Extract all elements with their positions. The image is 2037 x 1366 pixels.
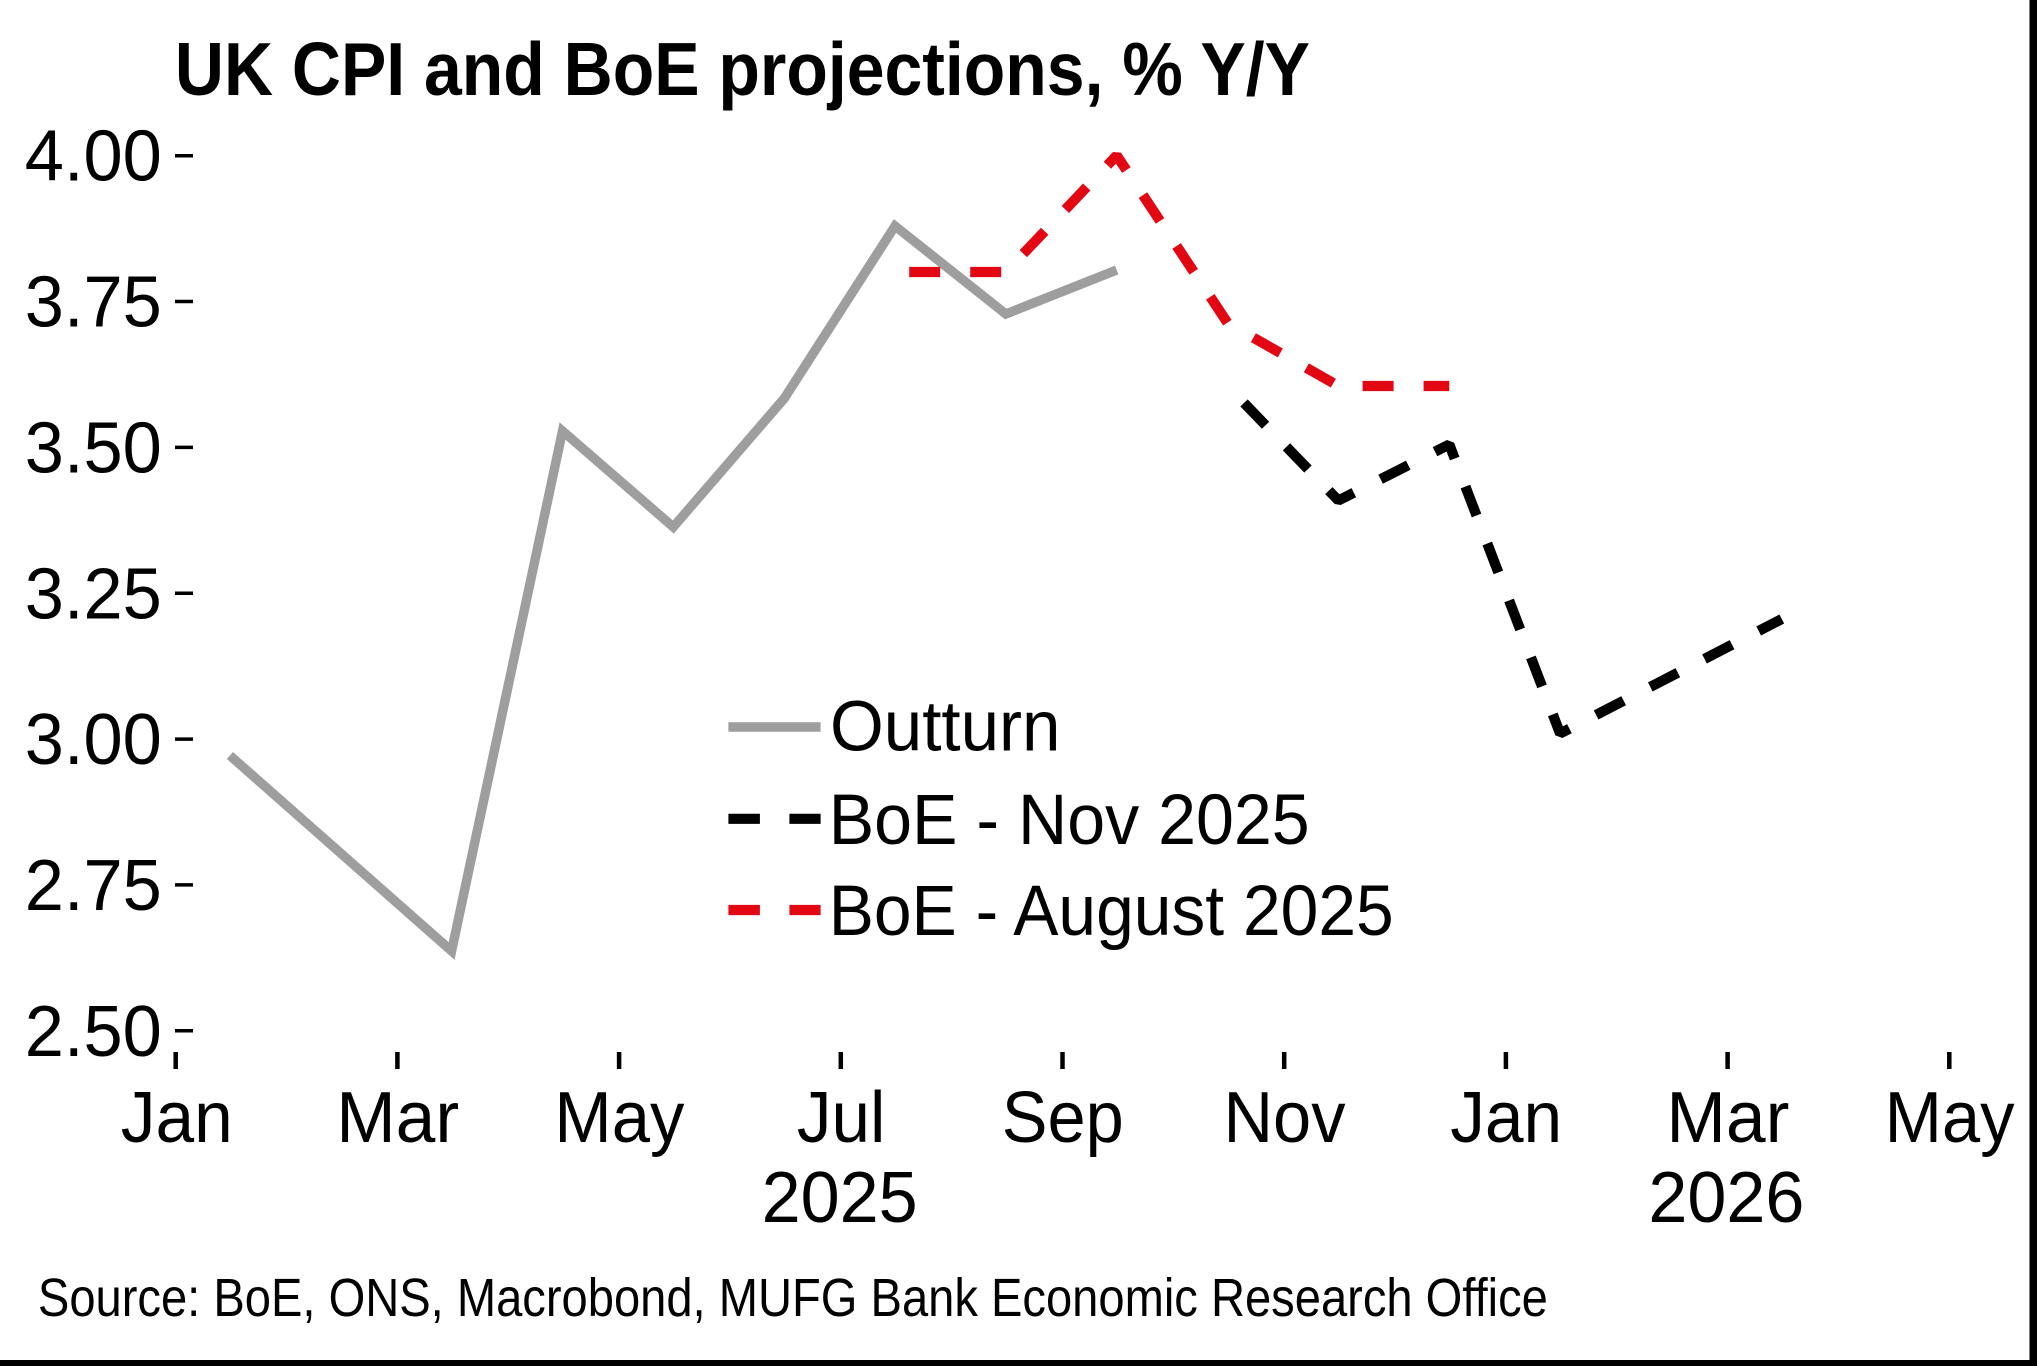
svg-text:Source: BoE, ONS, Macrobond, M: Source: BoE, ONS, Macrobond, MUFG Bank E…	[38, 1268, 1548, 1328]
svg-text:3.50: 3.50	[25, 407, 162, 488]
svg-text:May: May	[1885, 1078, 2015, 1158]
svg-text:2025: 2025	[762, 1158, 918, 1238]
svg-text:2.50: 2.50	[25, 991, 162, 1072]
svg-text:Mar: Mar	[1666, 1078, 1789, 1158]
svg-text:Mar: Mar	[336, 1078, 459, 1158]
svg-text:2026: 2026	[1648, 1158, 1804, 1238]
svg-text:May: May	[554, 1078, 684, 1158]
svg-text:4.00: 4.00	[25, 116, 162, 197]
svg-text:UK CPI and BoE projections, %: UK CPI and BoE projections, % Y/Y	[175, 27, 1310, 111]
svg-text:Sep: Sep	[1002, 1078, 1124, 1158]
svg-text:BoE - August 2025: BoE - August 2025	[829, 872, 1394, 951]
svg-text:Jan: Jan	[121, 1078, 233, 1158]
svg-text:Nov: Nov	[1224, 1078, 1346, 1158]
svg-text:BoE - Nov 2025: BoE - Nov 2025	[829, 781, 1310, 860]
svg-text:Jan: Jan	[1450, 1078, 1562, 1158]
svg-text:3.25: 3.25	[25, 553, 162, 634]
svg-text:Jul: Jul	[797, 1078, 886, 1158]
svg-text:2.75: 2.75	[25, 845, 162, 926]
svg-text:3.00: 3.00	[25, 699, 162, 780]
svg-text:3.75: 3.75	[25, 262, 162, 343]
svg-text:Outturn: Outturn	[830, 688, 1061, 767]
